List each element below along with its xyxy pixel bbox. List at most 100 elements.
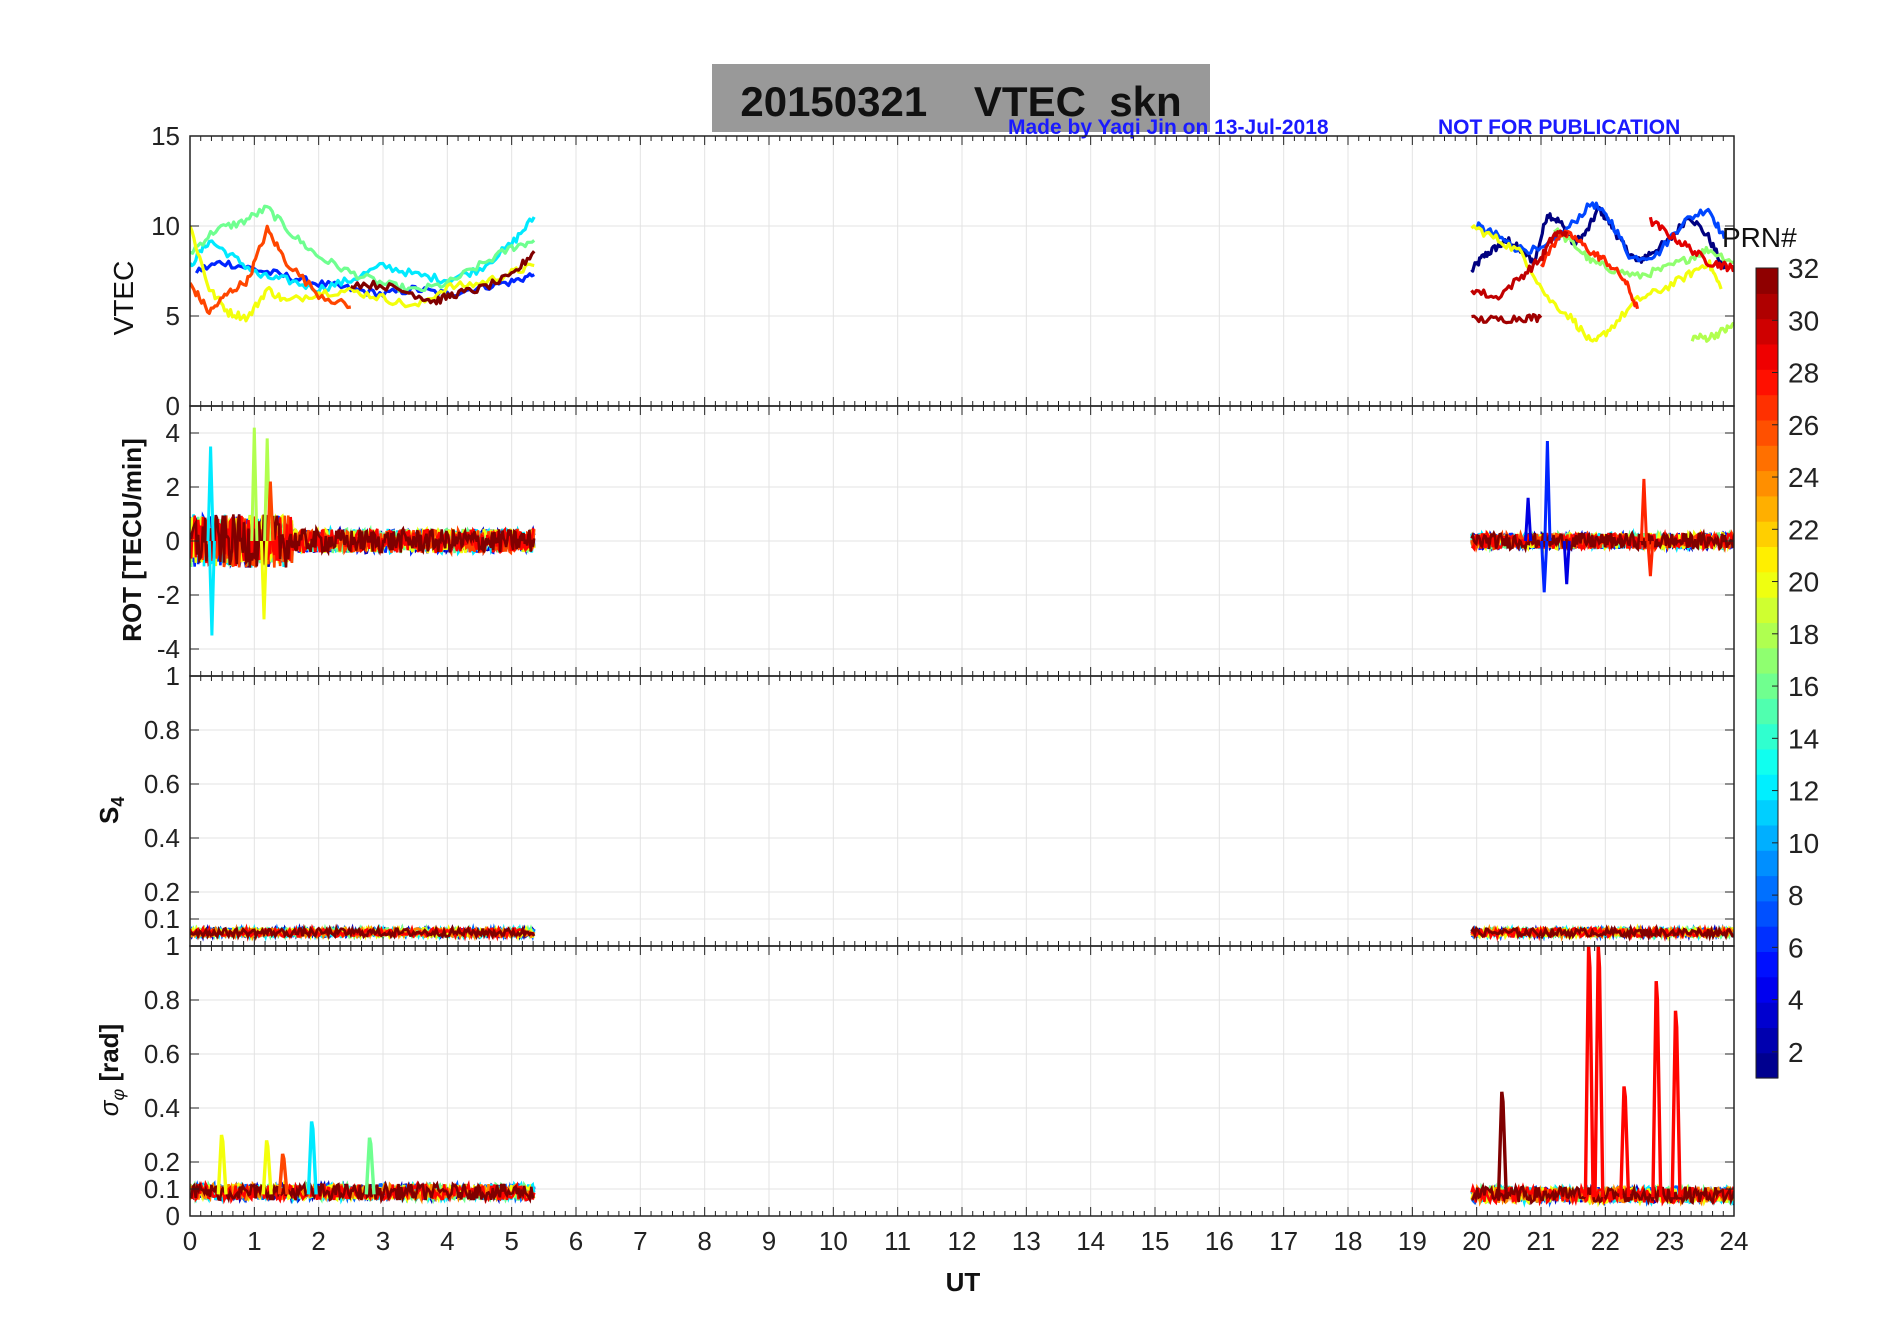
colorbar-tick-label: 32 bbox=[1788, 253, 1819, 284]
colorbar-tick-label: 16 bbox=[1788, 671, 1819, 702]
colorbar-tick-label: 22 bbox=[1788, 514, 1819, 545]
rot-spike bbox=[1543, 441, 1552, 542]
rot-spike bbox=[266, 481, 275, 542]
x-tick-label: 3 bbox=[376, 1226, 390, 1256]
sigma-phi-peak bbox=[1496, 1091, 1508, 1198]
credit-text: Made by Yaqi Jin on 13-Jul-2018 bbox=[1008, 116, 1329, 139]
rot-spike bbox=[1524, 497, 1533, 542]
sigma_phi-x-ticks bbox=[189, 946, 1735, 1216]
colorbar-swatch bbox=[1756, 824, 1778, 851]
rot-ytick-label: 4 bbox=[166, 418, 180, 448]
x-tick-label: 5 bbox=[504, 1226, 518, 1256]
colorbar-swatch bbox=[1756, 774, 1778, 801]
vtec-series-line bbox=[1540, 229, 1640, 310]
colorbar-tick-label: 2 bbox=[1788, 1037, 1804, 1068]
colorbar-swatch bbox=[1756, 723, 1778, 750]
colorbar-swatch bbox=[1756, 470, 1778, 497]
s4-data bbox=[190, 923, 1734, 942]
s4-x-ticks bbox=[189, 676, 1735, 946]
colorbar-tick-label: 26 bbox=[1788, 410, 1819, 441]
colorbar-tick-label: 12 bbox=[1788, 776, 1819, 807]
colorbar-swatch bbox=[1756, 1027, 1778, 1054]
sigma_phi-ytick-label: 0.4 bbox=[144, 1093, 180, 1123]
vtec-ytick-label: 15 bbox=[151, 121, 180, 151]
x-tick-label: 21 bbox=[1527, 1226, 1556, 1256]
colorbar-tick-label: 14 bbox=[1788, 723, 1819, 754]
vtec-panel: 0 5 10 15 bbox=[151, 121, 1735, 421]
colorbar-swatch bbox=[1756, 647, 1778, 674]
colorbar-swatch bbox=[1756, 419, 1778, 446]
x-tick-label: 23 bbox=[1655, 1226, 1684, 1256]
x-tick-label: 8 bbox=[697, 1226, 711, 1256]
vtec-ytick-label: 5 bbox=[166, 301, 180, 331]
x-tick-label: 11 bbox=[884, 1226, 911, 1256]
sigma_phi-ytick-label: 0.6 bbox=[144, 1039, 180, 1069]
rot-data bbox=[190, 427, 1734, 636]
colorbar-tick-label: 8 bbox=[1788, 880, 1804, 911]
colorbar-swatch bbox=[1756, 875, 1778, 902]
x-tick-label: 15 bbox=[1141, 1226, 1170, 1256]
vtec-series-line bbox=[1648, 216, 1734, 273]
rot-spike bbox=[259, 540, 269, 620]
vtec-series-line bbox=[190, 225, 535, 323]
rot-x-ticks bbox=[189, 406, 1735, 676]
vtec-series-line bbox=[1471, 313, 1543, 325]
s4-ytick-label: 0.6 bbox=[144, 769, 180, 799]
sigma-phi-peak bbox=[1651, 980, 1663, 1198]
s4-series-line bbox=[1470, 923, 1734, 942]
colorbar-swatch bbox=[1756, 673, 1778, 699]
colorbar-swatch bbox=[1756, 748, 1778, 775]
rot-spike bbox=[207, 540, 216, 636]
rot-spike bbox=[1646, 540, 1655, 577]
sigma_phi-ytick-label: 0.1 bbox=[144, 1174, 180, 1204]
vtec-series-line bbox=[190, 216, 536, 294]
x-tick-label: 24 bbox=[1720, 1226, 1749, 1256]
sigma-phi-peak bbox=[364, 1137, 376, 1195]
x-tick-label: 1 bbox=[247, 1226, 261, 1256]
sigma-phi-peak bbox=[1593, 946, 1605, 1198]
colorbar-swatch bbox=[1756, 900, 1778, 927]
x-tick-label: 0 bbox=[183, 1226, 197, 1256]
vtec-series-line bbox=[350, 250, 536, 306]
sigma_phi-ytick-label: 0 bbox=[166, 1201, 180, 1231]
sigma-phi-peak bbox=[277, 1153, 289, 1195]
vtec-x-ticks bbox=[189, 136, 1735, 406]
sigma-phi-peak bbox=[1670, 1010, 1682, 1198]
colorbar-tick-label: 30 bbox=[1788, 305, 1819, 336]
vtec-ytick-label: 10 bbox=[151, 211, 180, 241]
s4-panel: 0.10.2 0.4 0.6 0.8 1 bbox=[144, 661, 1735, 947]
colorbar-tick-label: 20 bbox=[1788, 567, 1819, 598]
rot-panel: -4 -2 0 2 4 bbox=[157, 405, 1735, 677]
s4-ytick-label: 0.8 bbox=[144, 715, 180, 745]
notice-text: NOT FOR PUBLICATION bbox=[1438, 116, 1680, 139]
sigma-phi-peak bbox=[306, 1121, 318, 1195]
x-tick-label: 2 bbox=[311, 1226, 325, 1256]
x-tick-label: 7 bbox=[633, 1226, 647, 1256]
title-box bbox=[712, 64, 1210, 132]
colorbar-swatch bbox=[1756, 926, 1778, 952]
sigma-phi-panel: 00.10.20.40.60.810 1 2 3 4 5 6 7 8 9 10 11 12 13 14 15 1… bbox=[144, 931, 1749, 1256]
rot-ylabel: ROT [TECU/min] bbox=[117, 438, 147, 642]
s4-ytick-label: 0.1 bbox=[144, 904, 180, 934]
colorbar-swatch bbox=[1756, 622, 1778, 649]
x-tick-label: 6 bbox=[569, 1226, 583, 1256]
sigma-phi-peak bbox=[1619, 1086, 1631, 1198]
colorbar-frame bbox=[1755, 267, 1779, 1079]
colorbar-swatch bbox=[1756, 597, 1778, 623]
colorbar-label: PRN# bbox=[1722, 222, 1797, 253]
vtec-series-line bbox=[1470, 229, 1569, 301]
s4-series-line bbox=[190, 923, 536, 942]
rot-spike bbox=[1639, 478, 1648, 542]
x-tick-label: 12 bbox=[948, 1226, 977, 1256]
s4-ytick-label: 0.4 bbox=[144, 823, 180, 853]
colorbar-swatch bbox=[1756, 951, 1778, 978]
sigma-phi-series-line bbox=[190, 1180, 535, 1205]
colorbar-swatch bbox=[1756, 495, 1778, 522]
vtec-series-line bbox=[1470, 224, 1723, 343]
x-tick-label: 20 bbox=[1462, 1226, 1491, 1256]
x-tick-label: 17 bbox=[1269, 1226, 1298, 1256]
rot-spike bbox=[250, 427, 259, 542]
x-tick-label: 4 bbox=[440, 1226, 454, 1256]
